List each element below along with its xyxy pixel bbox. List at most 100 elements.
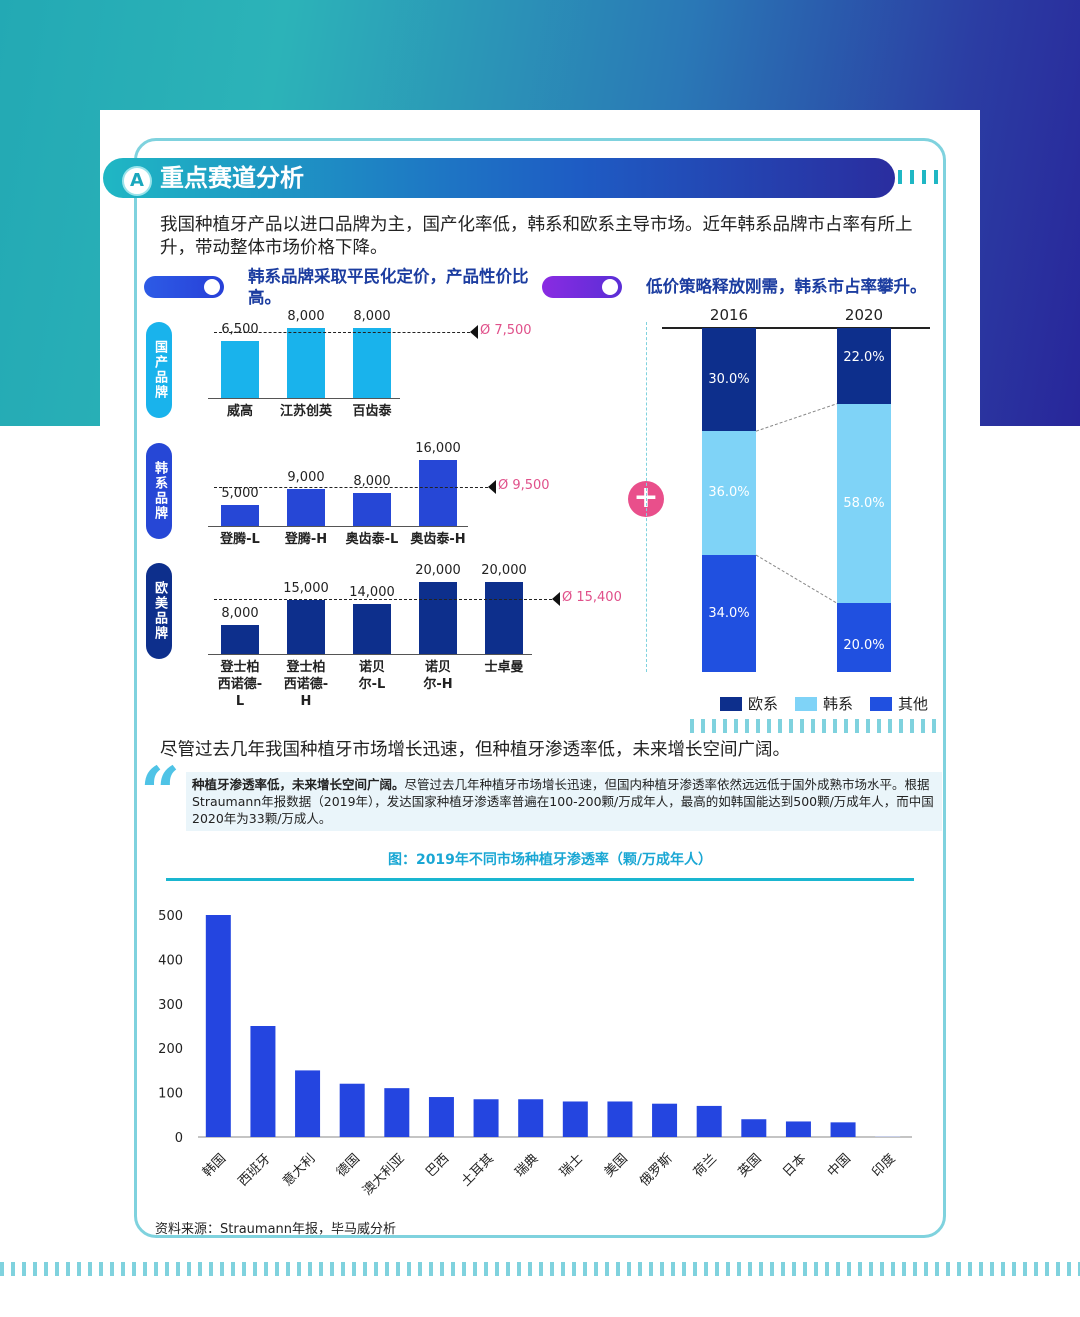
price-bar: [287, 328, 325, 398]
x-tick-label: 中国: [825, 1151, 854, 1180]
share-label: 20.0%: [843, 638, 885, 653]
price-bar: [419, 460, 457, 526]
average-marker-icon: [488, 479, 496, 494]
price-category-label: 诺贝 尔-L: [358, 660, 386, 692]
average-label: Ø 15,400: [562, 589, 622, 605]
x-tick-label: 印度: [869, 1151, 899, 1181]
penetration-bar: [295, 1070, 321, 1137]
source-note: 资料来源：Straumann年报，毕马威分析: [155, 1222, 397, 1237]
penetration-bar: [339, 1083, 365, 1137]
connector-line: [755, 403, 838, 432]
x-tick-label: 瑞士: [557, 1151, 586, 1180]
x-tick-label: 意大利: [279, 1151, 318, 1190]
share-label: 34.0%: [708, 605, 750, 621]
y-tick-label: 300: [158, 998, 183, 1013]
section-title: 重点赛道分析: [160, 164, 304, 192]
chart-title-underline: [166, 878, 914, 881]
share-segment: [837, 603, 891, 672]
price-category-label: 士卓曼: [484, 660, 524, 675]
y-tick-label: 100: [158, 1087, 183, 1102]
average-dashed-line: [214, 486, 488, 488]
share-segment: [837, 403, 891, 604]
penetration-bar: [384, 1088, 410, 1137]
price-category-label: 登腾-H: [284, 532, 328, 547]
average-marker-icon: [552, 591, 560, 606]
section-title-bar: [103, 158, 895, 198]
penetration-bar: [250, 1026, 276, 1137]
price-category-label: 诺贝 尔-H: [423, 660, 453, 692]
penetration-bar: [830, 1122, 856, 1137]
penetration-bar: [205, 915, 231, 1137]
price-bar: [353, 603, 391, 654]
penetration-bar: [785, 1121, 811, 1137]
x-tick-label: 澳大利亚: [360, 1151, 408, 1199]
x-tick-label: 荷兰: [691, 1151, 720, 1180]
content-frame: [134, 138, 946, 1238]
price-value-label: 14,000: [349, 584, 395, 600]
stack-top-axis: [662, 327, 930, 329]
y-tick-label: 200: [158, 1042, 183, 1057]
average-dashed-line: [214, 598, 552, 600]
x-tick-label: 俄罗斯: [637, 1151, 675, 1189]
x-tick-label: 土耳其: [459, 1151, 497, 1189]
price-bar: [287, 600, 325, 654]
price-category-label: 奥齿泰-L: [345, 532, 399, 547]
chart-title: 图：2019年不同市场种植牙渗透率（颗/万成年人）: [387, 852, 713, 868]
average-label: Ø 7,500: [480, 323, 532, 339]
penetration-bar: [875, 1136, 901, 1137]
price-value-label: 8,000: [221, 606, 259, 622]
penetration-bar: [428, 1097, 454, 1137]
quote-text: 尽管过去几年种植牙市场增长迅速，但国内种植牙渗透率依然远远低于国外成熟市场水平。…: [192, 777, 934, 826]
penetration-bar: [607, 1101, 633, 1137]
penetration-bar: [518, 1099, 544, 1137]
section-badge-icon: A: [122, 166, 152, 196]
price-value-label: 16,000: [415, 441, 461, 456]
divider-dashed-line: [646, 322, 647, 672]
price-bar: [419, 582, 457, 654]
legend-european: 欧系: [720, 693, 778, 714]
quote-bold: 种植牙渗透率低，未来增长空间广阔。: [192, 777, 405, 792]
price-bar: [353, 493, 391, 526]
content-card: [100, 110, 980, 1290]
year-label: 2016: [709, 306, 749, 324]
price-category-label: 江苏创英: [279, 404, 332, 419]
share-segment: [837, 328, 891, 404]
price-value-label: 20,000: [481, 563, 527, 578]
quote-icon: “: [140, 751, 181, 834]
price-axis-line: [208, 654, 532, 655]
x-tick-label: 德国: [334, 1151, 363, 1180]
price-axis-line: [208, 398, 400, 399]
x-tick-label: 韩国: [200, 1151, 229, 1180]
bottom-tick-decoration: [0, 1262, 1080, 1276]
tag-domestic-brands: 国产品牌: [146, 322, 172, 418]
price-bar: [485, 582, 523, 654]
price-value-label: 8,000: [353, 474, 391, 489]
x-tick-label: 日本: [780, 1151, 809, 1180]
average-marker-icon: [470, 325, 478, 340]
tag-korean-brands: 韩系品牌: [146, 443, 172, 539]
penetration-bar: [562, 1101, 588, 1137]
price-value-label: 9,000: [287, 469, 325, 485]
x-tick-label: 巴西: [423, 1151, 452, 1180]
share-label: 30.0%: [708, 371, 750, 387]
tick-decoration: [690, 719, 942, 733]
penetration-bar: [652, 1103, 678, 1137]
price-value-label: 5,000: [221, 486, 259, 502]
title-tick-decoration: [898, 170, 944, 184]
y-tick-label: 400: [158, 953, 183, 968]
price-value-label: 15,000: [283, 581, 329, 596]
price-value-label: 20,000: [415, 563, 461, 578]
share-segment: [702, 431, 756, 556]
x-tick-label: 美国: [602, 1151, 631, 1180]
quote-box: 种植牙渗透率低，未来增长空间广阔。尽管过去几年种植牙市场增长迅速，但国内种植牙渗…: [186, 772, 942, 831]
price-bar: [287, 488, 325, 526]
tag-european-brands: 欧美品牌: [146, 563, 172, 659]
penetration-bar: [473, 1099, 499, 1137]
intro-paragraph: 我国种植牙产品以进口品牌为主，国产化率低，韩系和欧系主导市场。近年韩系品牌市占率…: [160, 215, 913, 258]
year-label: 2020: [844, 306, 884, 324]
x-tick-label: 瑞典: [513, 1151, 542, 1180]
x-tick-label: 英国: [736, 1151, 765, 1180]
toggle-pill-icon: [542, 276, 622, 298]
